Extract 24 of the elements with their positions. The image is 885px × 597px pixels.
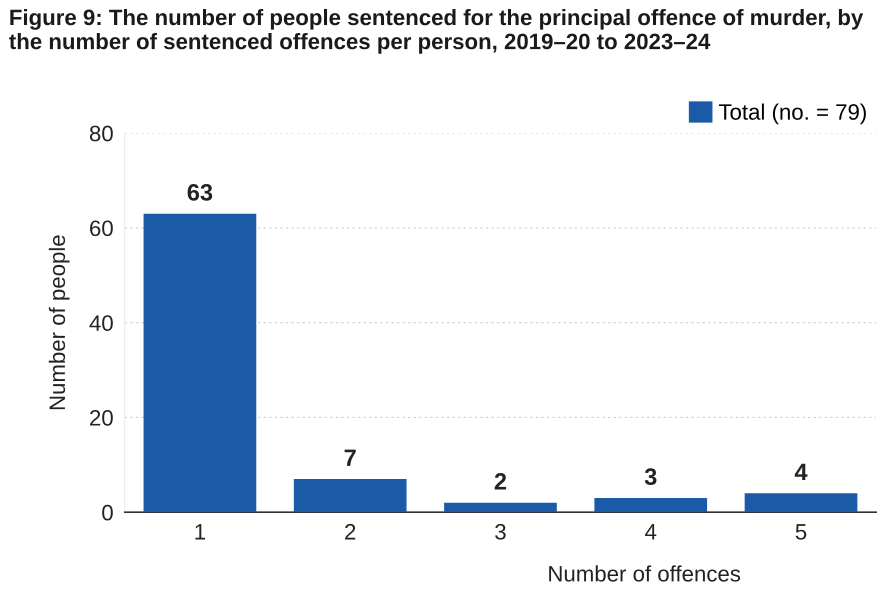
y-tick-label: 80 xyxy=(90,126,113,142)
x-tick-label: 2 xyxy=(345,524,356,540)
x-axis-title: Number of offences xyxy=(549,565,740,582)
data-label: 3 xyxy=(644,468,656,486)
y-tick-label: 0 xyxy=(102,504,113,520)
x-tick-label: 4 xyxy=(645,524,656,540)
data-label: 63 xyxy=(188,184,212,201)
bar xyxy=(444,502,557,512)
y-tick-label: 40 xyxy=(89,315,113,331)
data-label: 4 xyxy=(794,464,808,480)
y-axis-title: Number of people xyxy=(48,235,70,410)
x-tick-label: 1 xyxy=(195,524,206,540)
y-tick-label: 60 xyxy=(90,220,113,236)
legend-label: Total (no. = 79) xyxy=(718,104,866,124)
bar xyxy=(744,493,858,512)
bar xyxy=(294,479,407,512)
x-tick-label: 3 xyxy=(495,524,506,540)
data-label: 2 xyxy=(494,473,506,490)
chart-title: Figure 9: The number of people sentenced for the principal offence of murder, by the number of sentenced offences per person, 2019–20 to 2023–24 xyxy=(9,8,864,54)
x-tick-label: 5 xyxy=(796,524,806,540)
data-label: 7 xyxy=(344,450,356,466)
bar xyxy=(594,498,708,512)
y-tick-label: 20 xyxy=(90,410,113,426)
bar xyxy=(144,214,256,512)
